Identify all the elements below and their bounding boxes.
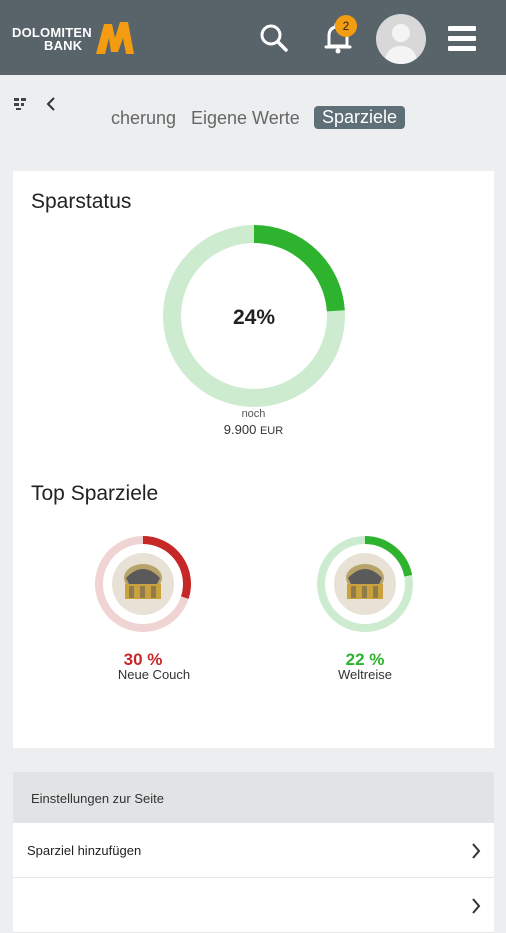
logo-line-1: DOLOMITEN: [12, 25, 92, 40]
sparstatus-percent: 24%: [232, 306, 276, 329]
sparstatus-donut-chart: [163, 225, 345, 407]
settings-row-partial[interactable]: [13, 878, 494, 933]
savings-card: Sparstatus 24% noch 9.900 EUR Top Sparzi…: [13, 171, 494, 748]
user-avatar-icon: [384, 24, 418, 64]
chevron-left-icon: [46, 97, 55, 111]
logo-line-2: BANK: [44, 38, 83, 53]
goal-image-icon: [334, 553, 396, 615]
goal-image-icon: [112, 553, 174, 615]
search-icon: [260, 24, 288, 52]
remaining-caption: noch: [241, 408, 266, 420]
remaining-amount-value: 9.900: [223, 422, 257, 437]
chevron-right-icon: [472, 843, 481, 859]
sparstatus-donut-progress: [253, 225, 345, 312]
goal-ring-progress: [364, 536, 413, 577]
hamburger-menu-icon: [448, 26, 476, 51]
chevron-right-icon: [472, 898, 481, 914]
add-savings-goal-label: Sparziel hinzufügen: [27, 843, 142, 858]
grid-icon: [13, 97, 27, 114]
remaining-amount: 9.900 EUR: [13, 422, 494, 437]
goal-weltreise-percent: 22 %: [345, 650, 385, 669]
goal-ring-progress: [142, 536, 191, 599]
tab-eigene-werte[interactable]: Eigene Werte: [191, 108, 300, 128]
add-savings-goal-row[interactable]: Sparziel hinzufügen: [13, 823, 494, 878]
bank-logo-mark-icon: [96, 22, 134, 54]
top-sparziele-title: Top Sparziele: [31, 482, 159, 505]
search-button[interactable]: [254, 18, 294, 58]
page-settings-header: Einstellungen zur Seite: [13, 772, 494, 823]
tab-versicherung[interactable]: cherung: [110, 108, 176, 128]
goal-neue-couch-name: Neue Couch: [117, 667, 191, 682]
top-app-bar: DOLOMITEN BANK 2: [0, 0, 506, 75]
tabs-scroll-left-button[interactable]: [44, 94, 58, 120]
main-menu-button[interactable]: [444, 20, 482, 58]
notification-count-badge: 2: [335, 15, 357, 37]
page-settings-title: Einstellungen zur Seite: [31, 791, 164, 806]
goal-neue-couch-ring: [95, 536, 191, 632]
user-avatar[interactable]: [376, 14, 426, 64]
goal-neue-couch-percent: 30 %: [123, 650, 163, 669]
page-settings-panel: Einstellungen zur Seite Sparziel hinzufü…: [13, 772, 494, 933]
goal-weltreise-ring: [317, 536, 413, 632]
tab-sparziele[interactable]: Sparziele: [314, 106, 406, 129]
goal-weltreise-name: Weltreise: [338, 667, 392, 682]
remaining-amount-currency: EUR: [259, 425, 284, 437]
bank-logo[interactable]: DOLOMITEN BANK: [12, 26, 92, 52]
sparstatus-title: Sparstatus: [31, 190, 132, 213]
